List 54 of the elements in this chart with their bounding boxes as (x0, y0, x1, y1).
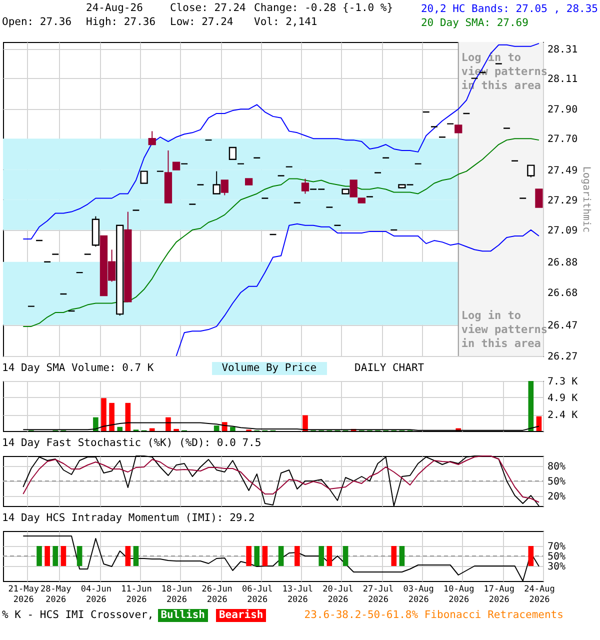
y-tick-label: 28.31 (548, 44, 578, 56)
chart-title: 14 Day HCS Intraday Momentum (IMI): 29.2 (2, 512, 255, 525)
y-tick-label: 30% (548, 562, 566, 572)
text: Vol: 2,141 (254, 16, 318, 30)
text: Log in to view patterns in this area (461, 309, 548, 350)
y-tick-label: 80% (548, 462, 566, 472)
y-tick-label: 50% (548, 476, 566, 488)
x-tick-label: 18-Jun 2026 (161, 584, 192, 605)
y-tick-label: 27.29 (548, 195, 578, 206)
x-tick-label: 13-Jul 2026 (282, 584, 314, 605)
text: 20,2 HC Bands: 27.05 , 28.35 (420, 2, 598, 16)
y-tick-label: 26.88 (548, 257, 578, 268)
x-tick-label: 24-Aug 2026 (524, 584, 555, 605)
y-tick-label: 28.11 (548, 74, 578, 85)
text: Bearish (216, 609, 266, 622)
text: Close: 27.24 (170, 2, 247, 16)
text: 24-Aug-26 (86, 2, 144, 16)
chart-title: 14 Day Fast Stochastic (%K) (%D): 0.0 7.5 (2, 437, 262, 450)
y-tick-label: 26.27 (548, 352, 578, 362)
text: Low: 27.24 (170, 16, 234, 30)
y-tick-label: 20% (548, 492, 566, 502)
x-tick-label: 20-Jul 2026 (322, 584, 354, 605)
y-tick-label: 27.90 (548, 104, 578, 116)
y-tick-label: 4.9 K (548, 392, 578, 404)
y-tick-label: 26.68 (548, 288, 578, 299)
text: DAILY CHART (354, 362, 424, 375)
text: Bullish (158, 609, 208, 622)
x-tick-label: 27-Jul 2026 (362, 584, 394, 605)
y-tick-label: 27.49 (548, 165, 578, 176)
y-tick-label: 2.4 K (548, 410, 578, 422)
y-tick-label: 27.09 (548, 225, 578, 236)
y-tick-label: 26.47 (548, 320, 578, 332)
x-tick-label: 10-Aug 2026 (444, 584, 474, 605)
y-tick-label: 7.3 K (548, 376, 578, 388)
text: 20 Day SMA: 27.69 (420, 16, 530, 30)
x-tick-label: 28-May 2026 (40, 584, 72, 605)
y-tick-label: 50% (548, 552, 566, 562)
legend-title: % K - HCS IMI Crossover, (2, 609, 154, 622)
x-tick-label: 17-Aug 2026 (484, 584, 515, 605)
y-tick-label: 27.70 (548, 134, 578, 146)
text: 14 Day SMA Volume: 0.7 K (2, 362, 154, 375)
text: Volume By Price (212, 362, 327, 375)
x-tick-label: 06-Jul 2026 (242, 584, 273, 605)
text: High: 27.36 (86, 16, 157, 30)
x-tick-label: 26-Jun 2026 (202, 584, 232, 605)
text: Open: 27.36 (2, 16, 73, 30)
y-axis-title: Logarithmic (580, 166, 592, 233)
x-tick-label: 11-Jun 2026 (121, 584, 152, 605)
x-tick-label: 03-Aug 2026 (403, 584, 434, 605)
y-tick-label: 70% (548, 542, 566, 552)
x-tick-label: 21-May 2026 (8, 584, 40, 605)
x-tick-label: 04-Jun 2026 (80, 584, 112, 605)
text: Change: -0.28 {-1.0 %} (254, 2, 394, 16)
text: 23.6-38.2-50-61.8% Fibonacci Retracements (304, 609, 564, 622)
